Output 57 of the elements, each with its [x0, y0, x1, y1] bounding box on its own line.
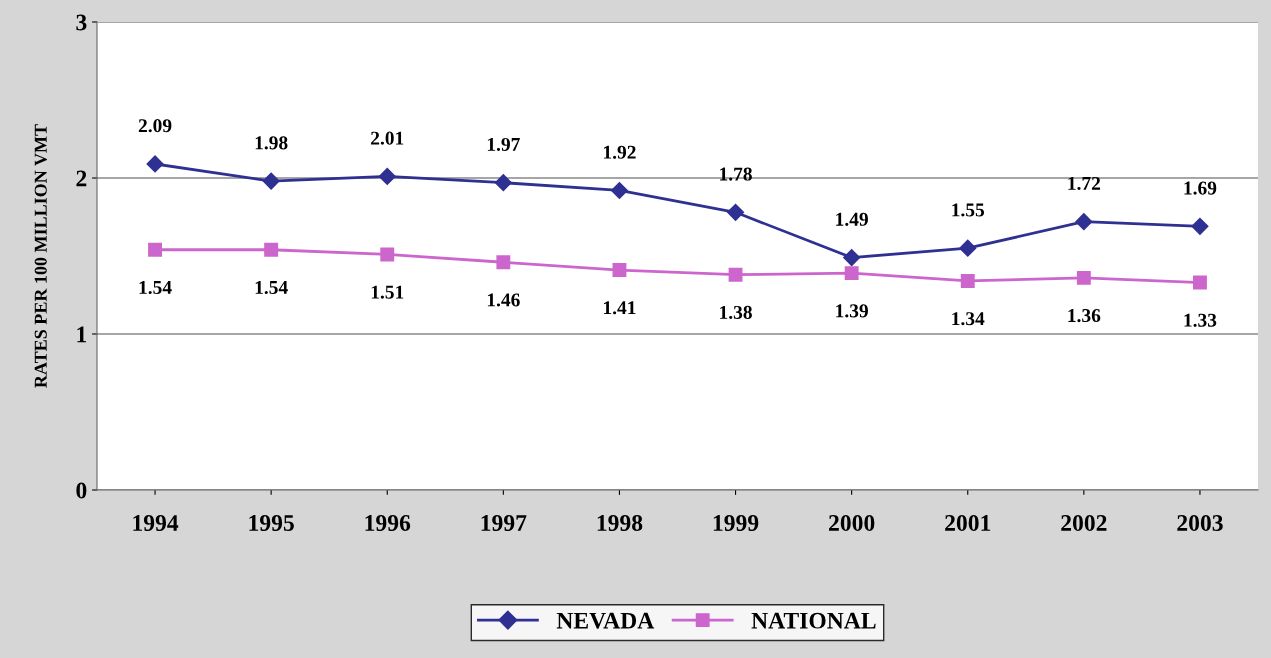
data-label: 1.46 — [487, 293, 520, 307]
point — [612, 263, 627, 277]
point — [843, 249, 861, 267]
data-label: 1.92 — [603, 145, 636, 159]
data-label: 1.34 — [952, 312, 985, 326]
legend-label: NATIONAL — [751, 612, 876, 629]
point — [726, 203, 745, 221]
y-tick-label: 1 — [77, 326, 87, 343]
legend-label: NEVADA — [556, 612, 655, 629]
data-label: 1.49 — [836, 212, 868, 226]
x-tick-label: 1996 — [365, 515, 411, 531]
point — [728, 267, 743, 282]
x-tick-label: 2002 — [1061, 514, 1107, 531]
data-label: 1.38 — [720, 305, 752, 320]
y-tick-label: 3 — [76, 14, 87, 31]
y-tick-label: 0 — [76, 482, 87, 499]
point — [494, 174, 512, 192]
data-label: 1.72 — [1068, 176, 1101, 191]
x-tick-label: 1998 — [597, 514, 643, 531]
point — [264, 242, 279, 257]
point — [1076, 270, 1091, 285]
x-tick-label: 1999 — [713, 515, 759, 531]
point — [960, 274, 975, 288]
point — [148, 242, 162, 257]
x-tick-label: 2000 — [829, 514, 875, 531]
point — [146, 155, 164, 173]
data-label: 1.36 — [1068, 309, 1101, 323]
x-tick-label: 1995 — [249, 515, 294, 531]
y-tick-label: 2 — [76, 170, 87, 187]
data-label: 1.69 — [1184, 181, 1217, 195]
point — [844, 266, 859, 281]
y-axis-title: RATES PER 100 MILLION VMT — [34, 124, 47, 388]
data-label: 1.33 — [1184, 313, 1217, 327]
point — [262, 172, 280, 190]
x-tick-label: 2001 — [945, 514, 991, 531]
point — [378, 167, 396, 185]
data-label: 1.98 — [255, 136, 288, 150]
x-tick-label: 2003 — [1177, 514, 1223, 531]
data-label: 1.54 — [139, 280, 172, 295]
data-label: 1.78 — [720, 167, 752, 181]
data-label: 1.41 — [603, 301, 636, 315]
data-label: 1.97 — [487, 137, 520, 152]
data-label: 2.09 — [138, 119, 172, 133]
point — [610, 181, 629, 200]
point — [959, 239, 977, 257]
point — [1193, 275, 1207, 290]
point — [1191, 217, 1209, 235]
data-label: 1.55 — [952, 203, 985, 217]
x-tick-label: 1994 — [133, 515, 179, 531]
point — [380, 247, 395, 262]
point — [1075, 213, 1093, 231]
data-label: 1.54 — [255, 280, 288, 295]
x-tick-label: 1997 — [481, 515, 527, 531]
data-label: 1.51 — [371, 285, 404, 299]
data-label: 1.39 — [836, 304, 868, 318]
point — [496, 255, 511, 270]
data-label: 2.01 — [371, 131, 404, 145]
